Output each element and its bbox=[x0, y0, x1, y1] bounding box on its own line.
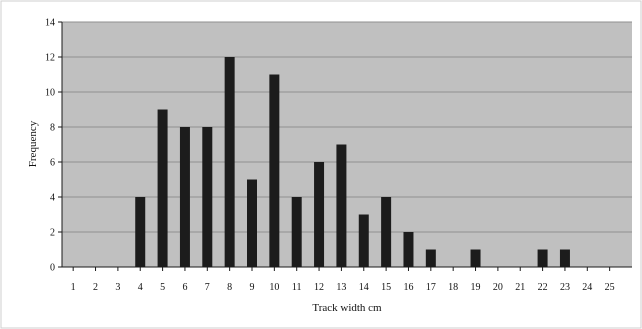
x-tick-label: 24 bbox=[582, 282, 592, 293]
x-tick-label: 8 bbox=[227, 282, 232, 293]
x-tick-label: 4 bbox=[138, 282, 143, 293]
bar bbox=[381, 197, 392, 267]
x-tick-label: 7 bbox=[205, 282, 210, 293]
y-tick-label: 14 bbox=[45, 18, 55, 29]
bar bbox=[202, 127, 213, 267]
bar bbox=[425, 249, 436, 267]
gridlines bbox=[62, 21, 632, 233]
x-tick-label: 10 bbox=[269, 282, 279, 293]
x-tick-label: 15 bbox=[381, 282, 391, 293]
x-tick-label: 19 bbox=[471, 282, 481, 293]
bar bbox=[314, 162, 325, 267]
x-tick-label: 17 bbox=[426, 282, 436, 293]
y-tick-label: 4 bbox=[50, 193, 55, 204]
y-tick-label: 10 bbox=[45, 88, 55, 99]
x-tick-label: 16 bbox=[403, 282, 413, 293]
y-tick-label: 2 bbox=[50, 228, 55, 239]
x-tick-label: 1 bbox=[71, 282, 76, 293]
bar bbox=[559, 249, 570, 267]
x-axis-ticks: 1 2 3 4 5 6 7 8 9 10 11 12 13 14 15 16 17 18 19 20 21 22 23 24 2… bbox=[71, 267, 615, 293]
bar bbox=[224, 57, 235, 267]
x-tick-label: 3 bbox=[115, 282, 120, 293]
x-tick-label: 25 bbox=[605, 282, 615, 293]
x-tick-label: 23 bbox=[560, 282, 570, 293]
x-axis-title: Track width cm bbox=[312, 302, 382, 314]
bar bbox=[135, 197, 146, 267]
y-tick-label: 0 bbox=[50, 263, 55, 274]
y-tick-label: 8 bbox=[50, 123, 55, 134]
x-tick-label: 6 bbox=[182, 282, 187, 293]
x-tick-label: 20 bbox=[493, 282, 503, 293]
y-tick-label: 12 bbox=[45, 53, 55, 64]
x-tick-label: 9 bbox=[250, 282, 255, 293]
x-tick-label: 5 bbox=[160, 282, 165, 293]
bar bbox=[291, 197, 302, 267]
x-tick-label: 21 bbox=[515, 282, 525, 293]
x-tick-label: 12 bbox=[314, 282, 324, 293]
x-tick-label: 13 bbox=[336, 282, 346, 293]
bar bbox=[336, 144, 347, 267]
bar bbox=[179, 127, 190, 267]
bar bbox=[269, 74, 280, 267]
x-tick-label: 11 bbox=[292, 282, 302, 293]
bar bbox=[470, 249, 481, 267]
y-axis-ticks: 0 2 4 6 8 10 12 14 bbox=[45, 18, 62, 274]
x-tick-label: 14 bbox=[359, 282, 369, 293]
bars bbox=[135, 57, 570, 267]
x-tick-label: 2 bbox=[93, 282, 98, 293]
bar bbox=[403, 232, 414, 267]
y-tick-label: 6 bbox=[50, 158, 55, 169]
y-axis-title: Frequency bbox=[27, 120, 39, 167]
x-tick-label: 18 bbox=[448, 282, 458, 293]
bar bbox=[247, 179, 257, 267]
x-tick-label: 22 bbox=[538, 282, 548, 293]
bar bbox=[537, 249, 548, 267]
plot-area bbox=[62, 22, 632, 267]
bar bbox=[157, 109, 168, 267]
bar bbox=[358, 214, 369, 267]
